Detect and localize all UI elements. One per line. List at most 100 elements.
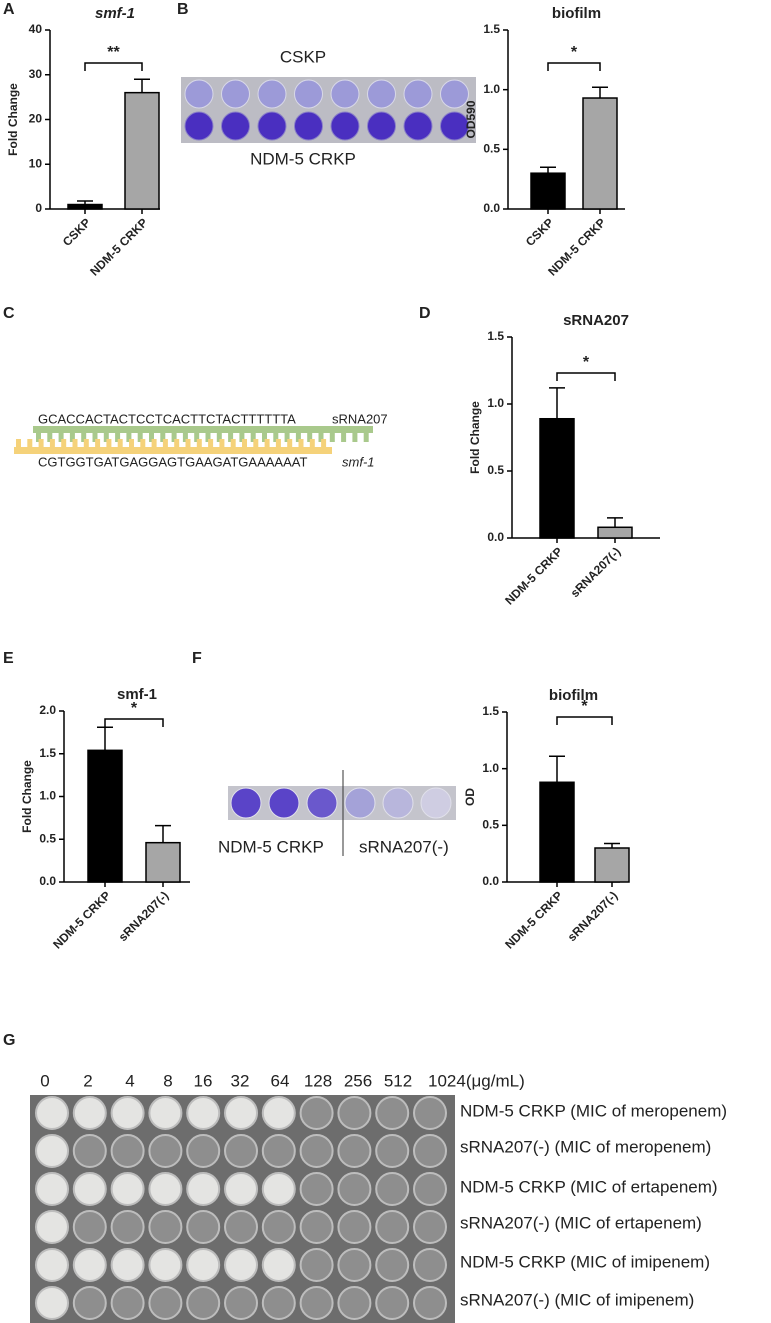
tooth <box>61 439 67 447</box>
panel-letter: C <box>3 305 15 322</box>
chart-title: biofilm <box>552 5 601 22</box>
y-tick-label: 1.0 <box>482 761 499 775</box>
tooth <box>284 433 290 442</box>
x-tick-label: sRNA207(-) <box>116 888 172 944</box>
well <box>224 1172 258 1206</box>
y-tick-label: 0.5 <box>39 831 56 845</box>
well <box>148 1210 183 1244</box>
error-bar <box>155 824 171 843</box>
tooth <box>47 433 53 442</box>
well <box>375 1210 410 1244</box>
concentration-label: 8 <box>163 1071 172 1090</box>
y-tick-label: 1.5 <box>483 22 500 36</box>
tooth <box>81 433 87 442</box>
x-tick-label: NDM-5 CRKP <box>87 215 150 278</box>
well <box>375 1096 410 1130</box>
tooth <box>318 433 324 442</box>
significance-bracket <box>556 716 613 725</box>
well <box>186 1096 221 1130</box>
significance-label: * <box>131 700 138 717</box>
y-tick-label: 1.5 <box>482 704 499 718</box>
bar <box>145 841 181 883</box>
well <box>261 1286 296 1320</box>
well <box>186 1134 221 1168</box>
well <box>413 1172 447 1206</box>
well <box>110 1286 145 1320</box>
error-bar <box>607 517 623 528</box>
well <box>224 1096 258 1130</box>
well <box>230 787 262 819</box>
panel-letter: E <box>3 650 14 667</box>
bar <box>539 781 575 883</box>
y-tick-label: 40 <box>29 22 43 36</box>
well <box>35 1096 69 1130</box>
concentration-label: 64 <box>271 1071 290 1090</box>
tooth <box>329 433 335 442</box>
well <box>375 1248 410 1282</box>
bar <box>597 526 633 539</box>
well <box>224 1286 258 1320</box>
well <box>257 79 287 109</box>
bar <box>67 203 103 210</box>
plate-image <box>228 786 456 820</box>
tooth <box>27 439 33 447</box>
srna-name: sRNA207 <box>332 411 388 426</box>
bar <box>539 417 575 539</box>
tooth <box>16 439 21 447</box>
y-tick-label: 0.0 <box>482 874 499 888</box>
well <box>224 1134 258 1168</box>
x-tick-label: CSKP <box>523 215 556 248</box>
tooth <box>295 433 301 442</box>
plate-image <box>30 1095 455 1323</box>
base-pairs <box>16 433 369 447</box>
well <box>148 1172 183 1206</box>
well <box>337 1096 372 1130</box>
x-tick-label: NDM-5 CRKP <box>502 544 565 607</box>
well <box>110 1096 145 1130</box>
well <box>184 111 214 141</box>
x-tick-label: NDM-5 CRKP <box>502 888 565 951</box>
tooth <box>196 439 202 447</box>
well <box>35 1248 69 1282</box>
tooth <box>49 439 55 447</box>
significance-bracket <box>104 718 164 727</box>
well <box>35 1210 69 1244</box>
well <box>261 1134 296 1168</box>
x-tick-label: NDM-5 CRKP <box>50 888 113 951</box>
chart-title: smf-1 <box>95 5 135 22</box>
well <box>35 1286 69 1320</box>
well <box>375 1172 410 1206</box>
row-label: NDM-5 CRKP (MIC of ertapenem) <box>460 1177 718 1196</box>
tooth <box>219 439 225 447</box>
bar <box>530 172 566 210</box>
concentration-label: 512 <box>384 1071 412 1090</box>
tooth <box>205 433 211 442</box>
y-tick-label: 30 <box>29 67 43 81</box>
tooth <box>140 439 146 447</box>
well <box>299 1210 334 1244</box>
well <box>110 1172 145 1206</box>
well <box>224 1210 258 1244</box>
well <box>330 111 360 141</box>
tooth <box>115 433 121 442</box>
tooth <box>72 439 78 447</box>
concentration-label: 1024(μg/mL) <box>428 1071 525 1090</box>
concentration-label: 32 <box>231 1071 250 1090</box>
significance-bracket <box>84 62 143 71</box>
well <box>337 1210 372 1244</box>
well <box>224 1248 258 1282</box>
error-bar <box>97 726 113 751</box>
well <box>299 1134 334 1168</box>
well <box>382 787 414 819</box>
plate-label: NDM-5 CRKP <box>250 149 356 168</box>
y-tick-label: 0.0 <box>39 874 56 888</box>
tooth <box>216 433 222 442</box>
well <box>261 1096 296 1130</box>
tooth <box>174 439 180 447</box>
row-label: NDM-5 CRKP (MIC of imipenem) <box>460 1252 710 1271</box>
x-tick-label: CSKP <box>60 215 93 248</box>
tooth <box>250 433 256 442</box>
plate-label: CSKP <box>280 47 326 66</box>
error-bar <box>77 200 93 205</box>
y-tick-label: 0.0 <box>487 530 504 544</box>
